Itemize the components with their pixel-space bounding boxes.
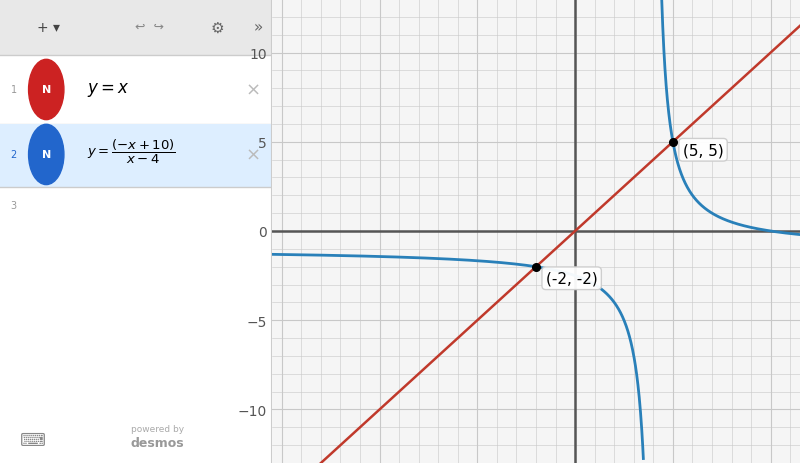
Text: desmos: desmos bbox=[131, 436, 185, 449]
Text: 1: 1 bbox=[10, 85, 17, 95]
Text: N: N bbox=[42, 150, 51, 160]
Text: ⌨: ⌨ bbox=[20, 431, 46, 449]
Text: ↩  ↪: ↩ ↪ bbox=[135, 21, 164, 34]
Circle shape bbox=[29, 60, 64, 120]
Circle shape bbox=[29, 125, 64, 185]
Bar bbox=[0, 0, 272, 56]
Bar bbox=[0, 125, 272, 188]
Text: »: » bbox=[254, 20, 263, 35]
Text: 2: 2 bbox=[10, 150, 17, 160]
Text: $y = \dfrac{(-x+10)}{x-4}$: $y = \dfrac{(-x+10)}{x-4}$ bbox=[87, 138, 176, 166]
Text: 3: 3 bbox=[10, 201, 17, 211]
Text: (-2, -2): (-2, -2) bbox=[546, 271, 598, 286]
Text: (5, 5): (5, 5) bbox=[682, 143, 723, 158]
Text: + ▾: + ▾ bbox=[38, 21, 61, 35]
Text: ⚙: ⚙ bbox=[210, 20, 225, 35]
Text: $y = x$: $y = x$ bbox=[87, 81, 130, 99]
Text: ×: × bbox=[246, 81, 261, 99]
Text: N: N bbox=[42, 85, 51, 95]
Text: ×: × bbox=[246, 146, 261, 164]
Text: powered by: powered by bbox=[131, 424, 184, 433]
